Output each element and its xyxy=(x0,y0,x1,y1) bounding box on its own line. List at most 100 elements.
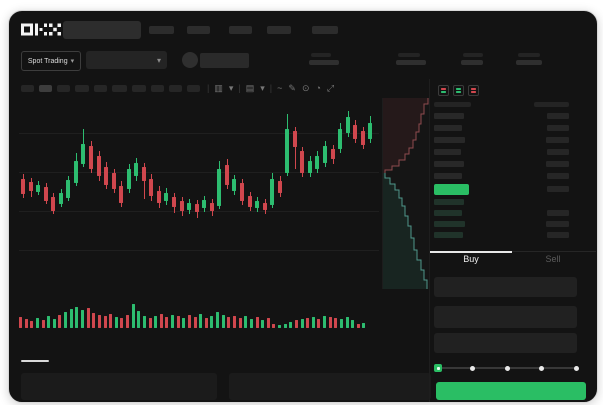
volume-bar xyxy=(30,321,34,328)
tab-sell[interactable]: Sell xyxy=(545,254,561,264)
book-asks-icon[interactable] xyxy=(468,85,479,96)
candle-body xyxy=(323,146,327,163)
volume-bar xyxy=(255,317,259,328)
pencil-icon[interactable]: ✎ xyxy=(288,83,296,93)
active-tab-underline xyxy=(21,360,49,362)
timeframe-button[interactable] xyxy=(169,85,182,92)
candle-body xyxy=(194,204,199,212)
candle-body xyxy=(262,203,267,210)
volume-bar xyxy=(187,315,191,328)
expand-icon[interactable]: ⤢ xyxy=(326,83,335,93)
volume-bar xyxy=(221,315,225,328)
timeframe-button[interactable] xyxy=(75,85,89,92)
volume-bar xyxy=(311,317,315,328)
bid-row-price[interactable] xyxy=(434,232,463,238)
ask-row-amount xyxy=(547,125,569,131)
candle-body xyxy=(292,131,297,147)
nav-item-placeholder[interactable] xyxy=(312,26,338,34)
candle-body xyxy=(270,179,275,205)
chevron-down-icon[interactable]: ▾ xyxy=(228,83,234,93)
last-price-block[interactable] xyxy=(434,184,469,195)
book-bids-icon[interactable] xyxy=(453,85,464,96)
volume-bar xyxy=(126,315,129,328)
order-form-field[interactable] xyxy=(434,277,577,297)
ask-row-price[interactable] xyxy=(434,137,465,143)
nav-item-placeholder[interactable] xyxy=(149,26,174,34)
candle-body xyxy=(209,203,214,211)
ask-row-price[interactable] xyxy=(434,125,462,131)
volume-bar xyxy=(41,320,45,328)
volume-bar xyxy=(109,314,113,328)
candle-body xyxy=(149,179,154,196)
toggle-line xyxy=(456,87,461,89)
pair-selector-dropdown[interactable]: ▾ xyxy=(86,51,167,69)
volume-bar xyxy=(137,311,141,328)
buy-submit-button[interactable] xyxy=(436,382,586,400)
timeframe-button[interactable] xyxy=(132,85,146,92)
volume-bar xyxy=(75,307,79,328)
volume-bar xyxy=(69,309,73,328)
slider-handle-dot xyxy=(436,366,440,370)
timeframe-button[interactable] xyxy=(57,85,70,92)
interval-icon[interactable]: ▤ xyxy=(245,83,255,93)
camera-icon[interactable]: ⊙ xyxy=(301,83,310,93)
volume-bar xyxy=(328,317,332,328)
candlestick-chart[interactable] xyxy=(19,101,379,291)
candle-body xyxy=(58,193,63,204)
chevron-down-icon[interactable]: ▾ xyxy=(260,83,265,93)
order-form-field[interactable] xyxy=(434,333,577,353)
volume-bar xyxy=(120,318,124,328)
candle-body xyxy=(224,165,229,185)
slider-stop-dot[interactable] xyxy=(504,365,510,371)
ticker-label-placeholder xyxy=(463,53,483,57)
order-history-panel[interactable] xyxy=(229,373,431,400)
chart-style-icon[interactable]: ▥ xyxy=(214,83,223,93)
clock-icon[interactable]: ◔ xyxy=(315,83,321,93)
search-input[interactable] xyxy=(63,21,141,39)
toggle-line xyxy=(456,92,461,94)
okx-logo xyxy=(21,23,61,36)
market-type-dropdown[interactable]: Spot Trading ▾ xyxy=(21,51,81,71)
slider-stop-dot[interactable] xyxy=(539,365,544,371)
bid-row-price[interactable] xyxy=(434,210,462,216)
candle-body xyxy=(104,167,108,185)
timeframe-button[interactable] xyxy=(112,85,127,92)
timeframe-button[interactable] xyxy=(39,85,52,92)
ask-row-price[interactable] xyxy=(434,173,462,179)
orderbook-header-amount xyxy=(534,102,569,107)
open-orders-panel[interactable] xyxy=(21,373,217,400)
candle-wick xyxy=(294,127,296,169)
candle-body xyxy=(239,183,244,201)
volume-bar xyxy=(92,313,96,328)
nav-item-placeholder[interactable] xyxy=(267,26,291,34)
ask-row-price[interactable] xyxy=(434,161,464,167)
candle-body xyxy=(315,156,320,169)
tab-buy[interactable]: Buy xyxy=(463,254,479,264)
nav-item-placeholder[interactable] xyxy=(187,26,210,34)
timeframe-button[interactable] xyxy=(21,85,34,92)
volume-bar xyxy=(227,317,231,328)
bid-row-price[interactable] xyxy=(434,199,464,205)
ask-row-price[interactable] xyxy=(434,113,464,119)
volume-bar xyxy=(283,324,287,328)
timeframe-button[interactable] xyxy=(94,85,107,92)
ticker-value-placeholder xyxy=(309,60,339,65)
ticker-label-placeholder xyxy=(518,53,540,57)
line-tool-icon[interactable]: ~ xyxy=(277,83,283,93)
toggle-line xyxy=(441,90,446,92)
candle-body xyxy=(134,163,139,176)
slider-stop-dot[interactable] xyxy=(470,365,475,371)
book-combined-icon[interactable] xyxy=(438,85,449,96)
timeframe-button[interactable] xyxy=(187,85,200,92)
order-form-field[interactable] xyxy=(434,306,577,328)
slider-handle[interactable] xyxy=(434,364,442,372)
timeframe-button[interactable] xyxy=(151,85,164,92)
nav-item-placeholder[interactable] xyxy=(229,26,252,34)
candle-body xyxy=(89,146,93,169)
volume-bar xyxy=(103,316,107,328)
volume-bar xyxy=(52,319,56,328)
bid-row-price[interactable] xyxy=(434,221,465,227)
candle-body xyxy=(247,196,252,207)
ask-row-price[interactable] xyxy=(434,149,461,155)
slider-stop-dot[interactable] xyxy=(573,365,579,371)
